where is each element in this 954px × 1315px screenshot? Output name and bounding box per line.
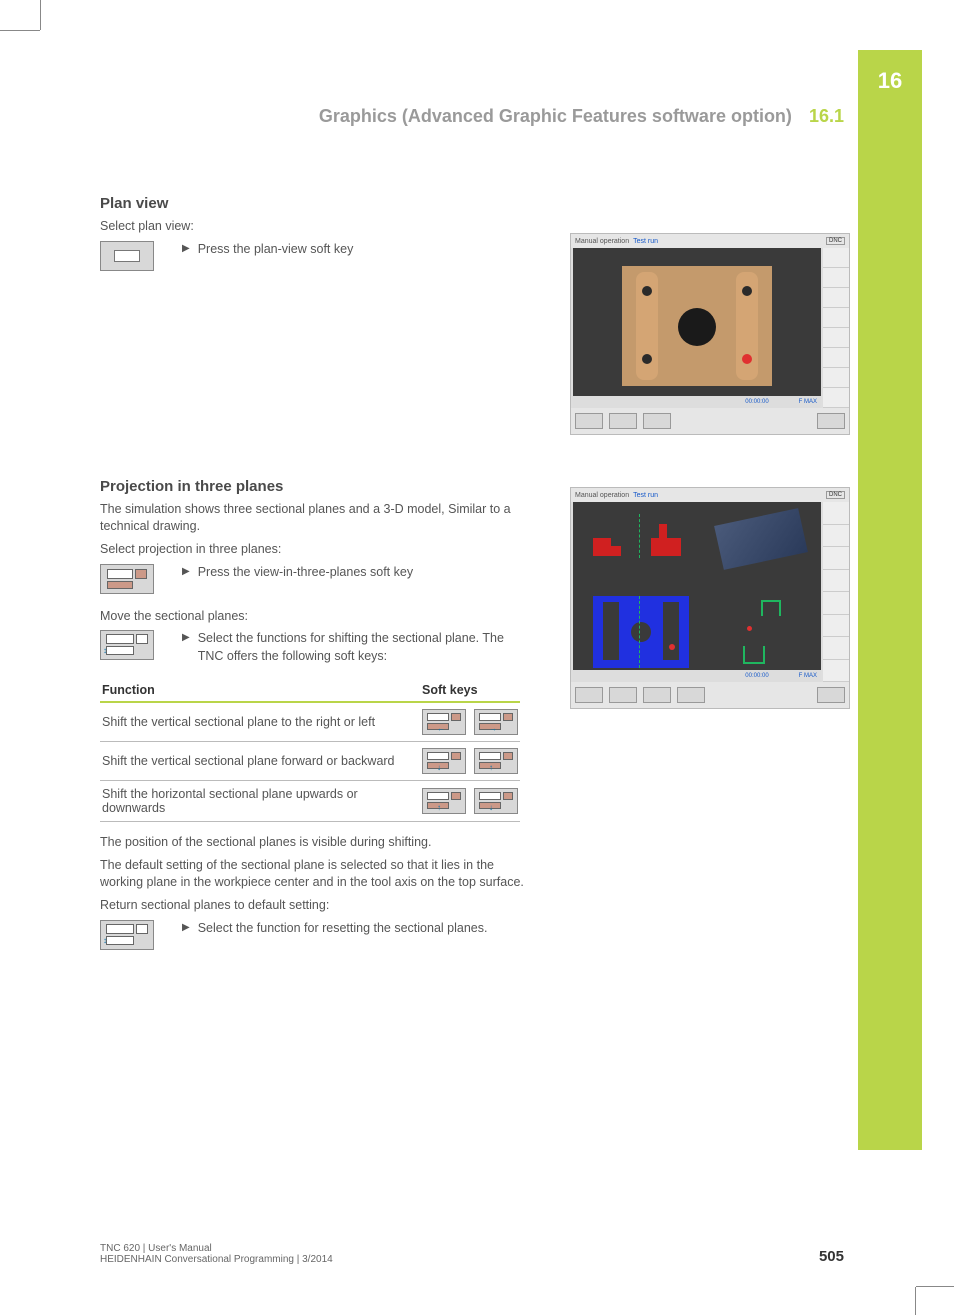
screenshot-titlebar: Manual operation Test run DNC (571, 234, 849, 248)
crop-mark (916, 1286, 954, 1287)
screenshot-three-planes: Manual operation Test run DNC 00:00:00 F… (570, 487, 850, 709)
instruction-step: ↕ ▶ Select the functions for shifting th… (100, 630, 530, 665)
body-text: Return sectional planes to default setti… (100, 897, 530, 914)
instruction-step: ▶ Press the view-in-three-planes soft ke… (100, 564, 530, 594)
chapter-tab: 16 (858, 50, 922, 1150)
shift-left-softkey-icon: ← (422, 709, 466, 735)
page-header: Graphics (Advanced Graphic Features soft… (100, 106, 844, 127)
shift-right-softkey-icon: → (474, 709, 518, 735)
section-heading: Plan view (100, 195, 530, 212)
table-cell: ↑ ↓ (420, 781, 520, 822)
screenshot-infobar: 00:00:00 F MAX (573, 670, 821, 682)
header-section: 16.1 (809, 106, 844, 126)
screenshot-canvas (573, 502, 821, 682)
chapter-number: 16 (858, 50, 922, 94)
table-cell: ← → (420, 702, 520, 742)
plan-view-softkey-icon (100, 241, 154, 271)
screenshot-canvas (573, 248, 821, 408)
three-planes-softkey-icon (100, 564, 154, 594)
table-row: Shift the vertical sectional plane to th… (100, 702, 520, 742)
crop-mark (0, 30, 40, 31)
bullet-icon: ▶ (182, 564, 190, 580)
body-text: Select projection in three planes: (100, 541, 530, 558)
mode-label: Manual operation (575, 492, 629, 499)
instruction-step: ↕ ▶ Select the function for resetting th… (100, 920, 530, 950)
step-text: Select the functions for shifting the se… (198, 630, 530, 665)
crop-mark (40, 0, 41, 30)
body-text: The simulation shows three sectional pla… (100, 501, 530, 535)
softkey-function-table: Function Soft keys Shift the vertical se… (100, 679, 520, 822)
mode-label: Test run (633, 492, 658, 499)
crop-mark (915, 1287, 916, 1315)
mode-label: Manual operation (575, 238, 629, 245)
page-number: 505 (819, 1248, 844, 1265)
bullet-icon: ▶ (182, 630, 190, 646)
screenshot-plan-view: Manual operation Test run DNC 00:00:00 F… (570, 233, 850, 435)
instruction-step: ▶ Press the plan-view soft key (100, 241, 530, 271)
screenshot-softkey-row (571, 682, 849, 708)
footer-line: TNC 620 | User's Manual (100, 1243, 333, 1254)
dnc-badge: DNC (826, 237, 845, 245)
step-text: Select the function for resetting the se… (198, 920, 488, 938)
table-row: Shift the vertical sectional plane forwa… (100, 742, 520, 781)
table-header: Function (100, 679, 420, 702)
page-footer: TNC 620 | User's Manual HEIDENHAIN Conve… (100, 1243, 844, 1265)
dnc-badge: DNC (826, 491, 845, 499)
shift-forward-softkey-icon: ↓ (422, 748, 466, 774)
screenshot-sidebar (823, 502, 849, 682)
table-cell: Shift the horizontal sectional plane upw… (100, 781, 420, 822)
screenshot-infobar: 00:00:00 F MAX (573, 396, 821, 408)
table-header: Soft keys (420, 679, 520, 702)
reset-planes-softkey-icon: ↕ (100, 920, 154, 950)
screenshot-sidebar (823, 248, 849, 408)
table-cell: Shift the vertical sectional plane forwa… (100, 742, 420, 781)
shift-backward-softkey-icon: ↑ (474, 748, 518, 774)
step-text: Press the plan-view soft key (198, 241, 354, 259)
shift-planes-softkey-icon: ↕ (100, 630, 154, 660)
step-text: Press the view-in-three-planes soft key (198, 564, 413, 582)
table-cell: Shift the vertical sectional plane to th… (100, 702, 420, 742)
shift-down-softkey-icon: ↓ (474, 788, 518, 814)
body-text: Move the sectional planes: (100, 608, 530, 625)
body-text: Select plan view: (100, 218, 530, 235)
bullet-icon: ▶ (182, 241, 190, 257)
plan-view-graphic (622, 266, 772, 386)
screenshot-softkey-row (571, 408, 849, 434)
bullet-icon: ▶ (182, 920, 190, 936)
body-text: The position of the sectional planes is … (100, 834, 530, 851)
section-heading: Projection in three planes (100, 478, 530, 495)
table-row: Shift the horizontal sectional plane upw… (100, 781, 520, 822)
table-cell: ↓ ↑ (420, 742, 520, 781)
body-text: The default setting of the sectional pla… (100, 857, 530, 891)
footer-line: HEIDENHAIN Conversational Programming | … (100, 1254, 333, 1265)
header-title: Graphics (Advanced Graphic Features soft… (319, 106, 792, 126)
screenshot-titlebar: Manual operation Test run DNC (571, 488, 849, 502)
shift-up-softkey-icon: ↑ (422, 788, 466, 814)
mode-label: Test run (633, 238, 658, 245)
